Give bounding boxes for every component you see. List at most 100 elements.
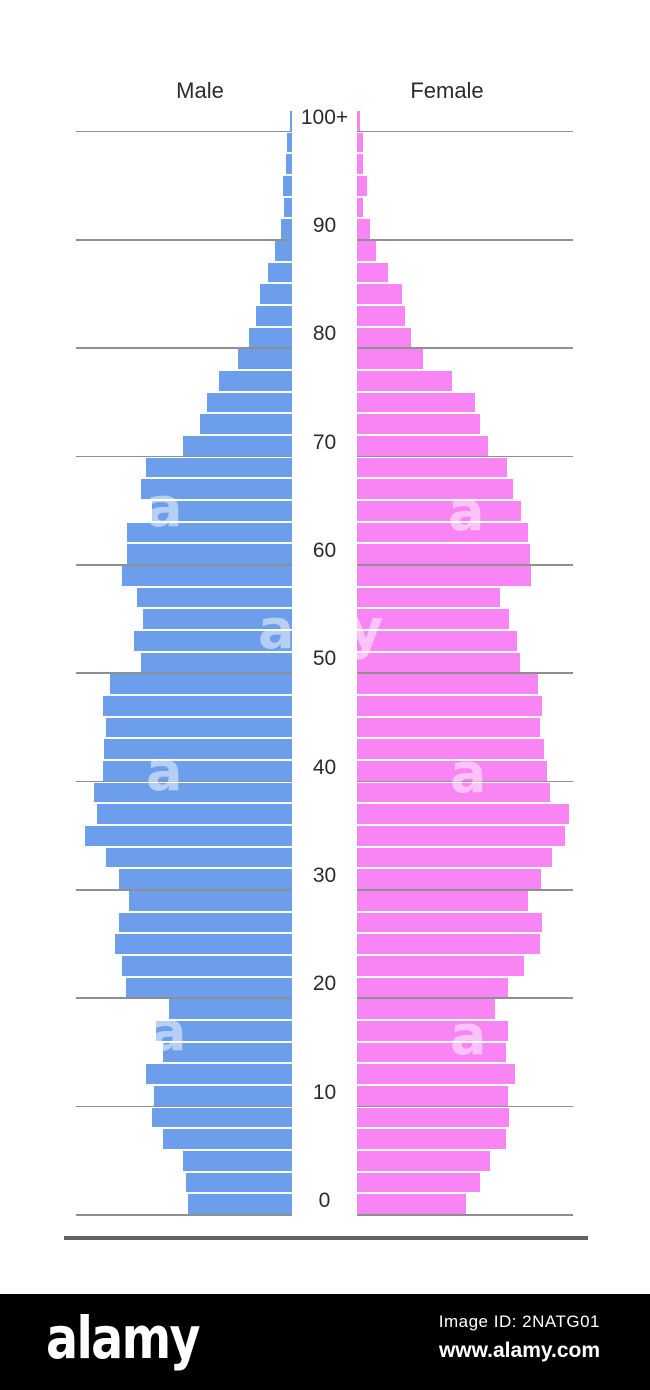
alamy-logo: alamy [46,1304,200,1372]
female-bar-38-39 [357,782,550,803]
female-bar-58-59 [357,566,531,586]
male-bar-50-51 [141,652,292,673]
male-bar-86-87 [268,262,292,283]
female-bar-44-45 [357,717,540,738]
male-bar-36-37 [97,804,292,824]
female-bar-30-31 [357,869,541,889]
female-bar-66-67 [357,479,513,499]
male-bar-2-3 [186,1172,292,1193]
male-bar-90-91 [281,219,292,239]
watermark-letter-a: a [150,1000,187,1063]
male-bar-18-19 [169,999,292,1019]
age-tick-label-60: 60 [312,539,337,562]
gridline-70-left [76,455,292,458]
male-bar-66-67 [141,479,292,499]
image-id-text: Image ID: 2NATG01 [438,1312,600,1331]
gridline-80-left [76,347,292,349]
male-bar-14-15 [163,1042,292,1063]
male-bar-40-41 [103,761,292,781]
male-bar-62-63 [127,522,292,543]
male-bar-34-35 [85,826,292,846]
male-bar-20-21 [126,977,292,998]
female-bar-94-95 [357,176,367,196]
male-bar-74-75 [207,392,292,413]
x-axis-line [64,1236,588,1240]
male-bar-12-13 [146,1064,292,1084]
female-bar-74-75 [357,392,475,413]
gridline-30-right [357,889,573,891]
female-bar-14-15 [357,1042,506,1063]
gridline-90-left [76,239,292,241]
male-bar-92-93 [284,197,292,218]
male-bar-80-81 [249,327,292,348]
female-bar-26-27 [357,912,542,933]
gridline-50-left [76,672,292,674]
alamy-url-text: www.alamy.com [438,1339,600,1362]
footer-meta: Image ID: 2NATG01 www.alamy.com [439,1312,600,1363]
watermark-letter-a: a [448,480,485,543]
female-bar-34-35 [357,826,565,846]
watermark-letter-a: a [146,740,183,803]
age-tick-label-70: 70 [312,430,337,454]
male-bar-96-97 [286,154,292,174]
watermark-letter-a: a [450,1004,487,1067]
female-series-title: Female [410,78,484,103]
female-bar-28-29 [357,891,528,911]
female-bar-54-55 [357,609,509,629]
female-bar-56-57 [357,587,500,608]
gridline-0-left [76,1214,292,1216]
female-bar-52-53 [357,631,517,651]
female-bar-22-23 [357,956,524,976]
female-bar-36-37 [357,804,569,824]
male-bar-54-55 [143,609,292,629]
female-bar-16-17 [357,1021,508,1041]
male-bar-76-77 [219,371,292,391]
male-bar-48-49 [110,674,292,694]
male-bar-56-57 [137,587,292,608]
female-bar-88-89 [357,241,376,261]
male-bar-42-43 [104,739,292,759]
female-bar-40-41 [357,761,547,781]
male-bar-16-17 [156,1021,292,1041]
male-bar-44-45 [106,717,292,738]
male-bar-60-61 [127,544,292,564]
female-bar-20-21 [357,977,508,998]
gridline-10-right [357,1105,573,1108]
male-bar-26-27 [119,912,292,933]
female-bar-90-91 [357,219,370,239]
watermark-letter-y: y [348,598,384,661]
male-bar-88-89 [275,241,292,261]
male-bar-6-7 [163,1129,292,1149]
watermark-letter-a: a [258,598,295,661]
age-tick-label-90: 90 [312,214,337,237]
age-tick-label-10: 10 [312,1080,337,1104]
gridline-80-right [357,347,573,349]
male-bar-58-59 [122,566,292,586]
male-bar-8-9 [152,1107,292,1128]
female-bar-8-9 [357,1107,509,1128]
gridline-40-left [76,780,292,783]
female-bar-12-13 [357,1064,515,1084]
female-bar-0-1 [357,1194,466,1214]
gridline-90-right [357,239,573,241]
male-bar-4-5 [183,1151,292,1171]
age-tick-label-20: 20 [312,972,337,996]
age-tick-label-80: 80 [312,322,337,346]
male-bar-24-25 [115,934,292,954]
female-bar-60-61 [357,544,530,564]
gridline-100+-left [76,130,292,133]
gridline-60-right [357,564,573,566]
gridline-40-right [357,780,573,783]
male-bar-30-31 [119,869,292,889]
female-bar-4-5 [357,1151,490,1171]
age-tick-label-40: 40 [312,755,337,779]
male-bar-10-11 [154,1086,292,1106]
female-bar-84-85 [357,284,402,304]
watermark-letter-a: a [450,742,487,805]
female-bar-98-99 [357,132,363,153]
male-bar-84-85 [260,284,292,304]
female-bar-86-87 [357,262,388,283]
female-bar-96-97 [357,154,363,174]
male-bar-68-69 [146,457,292,478]
